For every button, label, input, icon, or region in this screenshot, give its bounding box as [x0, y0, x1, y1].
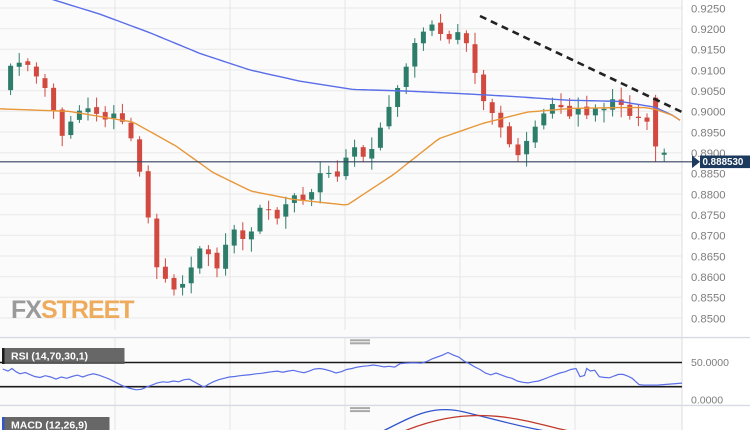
- svg-text:0.9150: 0.9150: [691, 45, 726, 57]
- svg-text:MACD (12,26,9): MACD (12,26,9): [11, 420, 87, 430]
- svg-text:0.8700: 0.8700: [691, 231, 726, 243]
- svg-text:0.8650: 0.8650: [691, 251, 726, 263]
- svg-text:0.8550: 0.8550: [691, 293, 726, 305]
- svg-text:0.8500: 0.8500: [691, 313, 726, 325]
- svg-text:FXSTREET: FXSTREET: [11, 296, 134, 324]
- svg-text:0.8750: 0.8750: [691, 210, 726, 222]
- svg-text:0.9250: 0.9250: [691, 4, 726, 16]
- svg-text:0.8950: 0.8950: [691, 127, 726, 139]
- svg-text:0.8800: 0.8800: [691, 189, 726, 201]
- svg-text:0.8850: 0.8850: [691, 169, 726, 181]
- svg-text:0.9000: 0.9000: [691, 107, 726, 119]
- svg-text:0.9200: 0.9200: [691, 24, 726, 36]
- svg-text:0.9100: 0.9100: [691, 65, 726, 77]
- svg-text:RSI (14,70,30,1): RSI (14,70,30,1): [11, 351, 88, 363]
- svg-text:50.0000: 50.0000: [691, 357, 729, 369]
- svg-text:0.9050: 0.9050: [691, 86, 726, 98]
- svg-text:0.888530: 0.888530: [703, 157, 744, 168]
- svg-text:0.8600: 0.8600: [691, 272, 726, 284]
